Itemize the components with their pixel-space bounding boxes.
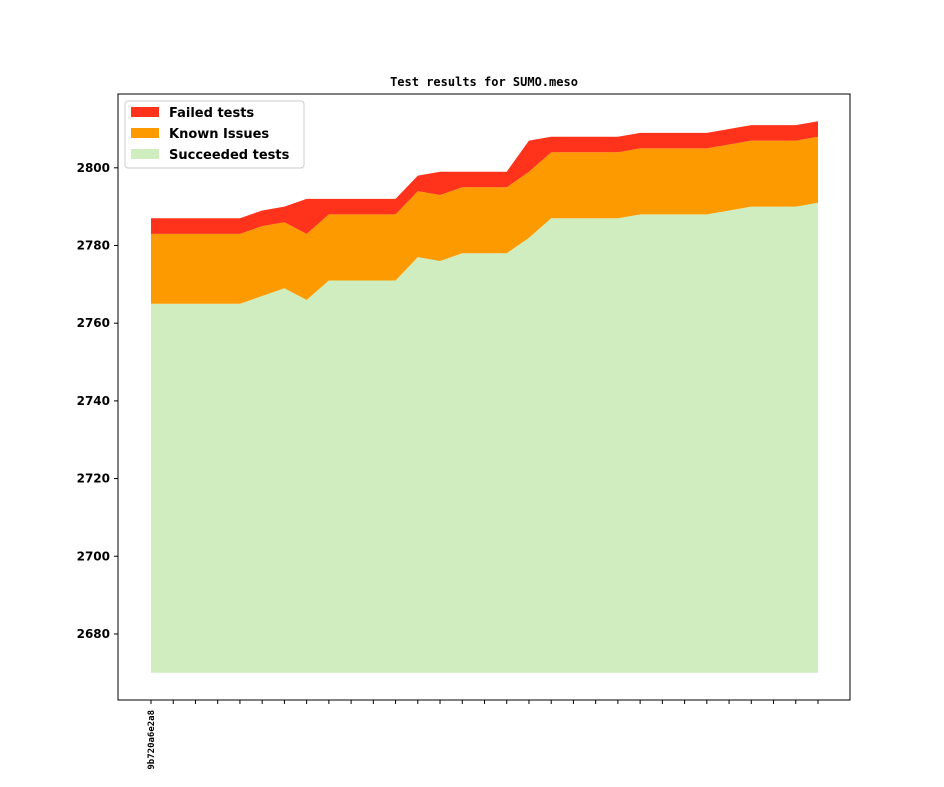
area-succeeded-tests — [151, 202, 818, 673]
y-tick-label: 2720 — [77, 472, 110, 486]
y-tick-label: 2800 — [77, 161, 110, 175]
area-failed-tests — [151, 121, 818, 234]
legend-label: Succeeded tests — [169, 148, 290, 163]
y-tick-label: 2760 — [77, 316, 110, 330]
legend-label: Failed tests — [169, 106, 254, 121]
y-tick-label: 2700 — [77, 549, 110, 563]
legend-swatch — [131, 128, 159, 138]
y-tick-label: 2780 — [77, 239, 110, 253]
y-tick-label: 2680 — [77, 627, 110, 641]
legend-swatch — [131, 149, 159, 159]
legend: Failed tests Known Issues Succeeded tests — [124, 100, 305, 169]
y-tick-label: 2740 — [77, 394, 110, 408]
chart-title: Test results for SUMO.meso — [390, 75, 578, 89]
legend-box — [124, 100, 305, 169]
x-tick-label: 9b720a6e2a8 — [147, 710, 157, 770]
area-known-issues — [151, 136, 818, 304]
legend-swatch — [131, 107, 159, 117]
legend-label: Known Issues — [169, 127, 269, 142]
